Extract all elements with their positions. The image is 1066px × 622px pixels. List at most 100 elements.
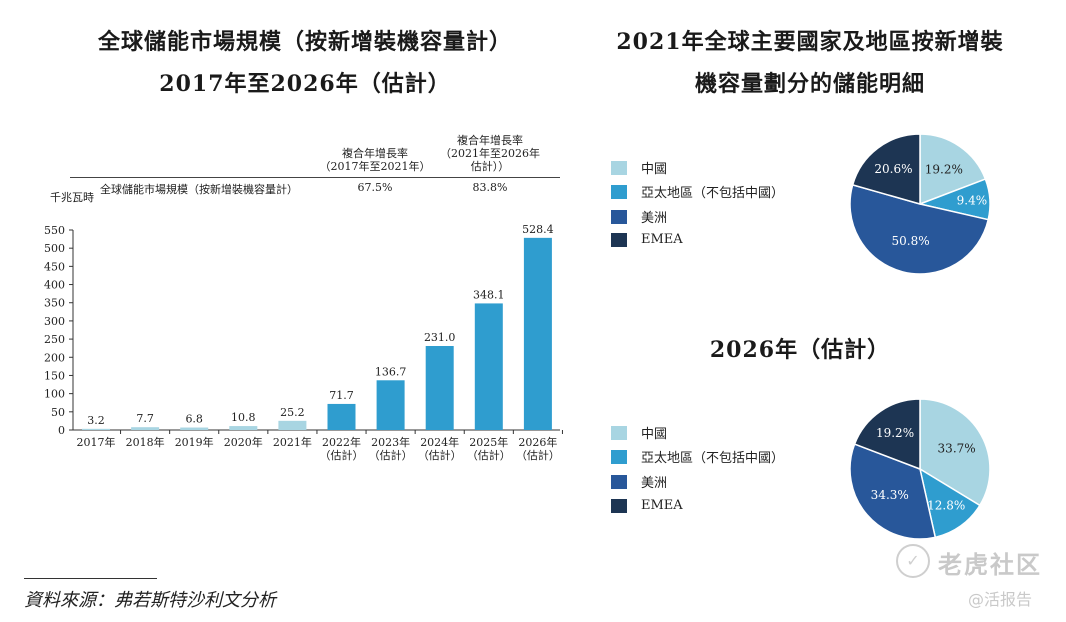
x-tick-label: 2018年: [126, 435, 165, 449]
pie-slice-label: 34.3%: [871, 488, 909, 502]
x-tick-label: （估計）: [320, 448, 364, 462]
y-tick-label: 550: [44, 224, 65, 237]
x-tick-label: 2023年: [371, 435, 410, 449]
legend1-item-emea: EMEA: [611, 232, 683, 247]
bar: [376, 380, 405, 430]
bar: [474, 303, 503, 430]
legend1-swatch-emea: [611, 232, 627, 247]
x-tick-label: 2026年: [518, 435, 557, 449]
x-tick-label: 2019年: [175, 435, 214, 449]
legend1-swatch-apac: [611, 184, 627, 199]
bar-value-label: 71.7: [329, 389, 354, 402]
bar-value-label: 25.2: [280, 406, 305, 419]
y-tick-label: 50: [51, 406, 65, 419]
cagr-header-2: 複合年增長率 （2021年至2026年 估計））: [420, 134, 560, 173]
bar-value-label: 7.7: [136, 412, 154, 425]
pie-slice-label: 19.2%: [925, 162, 963, 176]
cagr-header-2-line2: （2021年至2026年: [440, 147, 540, 160]
right-chart-title-line1: 2021年全球主要國家及地區按新增裝: [616, 29, 1004, 55]
x-tick-label: 2025年: [469, 435, 508, 449]
bar-value-label: 528.4: [522, 223, 554, 236]
x-tick-label: （估計）: [369, 448, 413, 462]
left-chart-title-line2: 2017年至2026年（估計）: [159, 71, 451, 97]
legend2-swatch-emea: [611, 498, 627, 513]
y-unit-label: 千兆瓦時: [50, 191, 94, 204]
x-tick-label: 2017年: [77, 435, 116, 449]
y-tick-label: 250: [44, 333, 65, 346]
bar: [180, 427, 209, 430]
pie-slice-label: 9.4%: [957, 193, 988, 207]
x-tick-label: 2022年: [322, 435, 361, 449]
bar-value-label: 136.7: [375, 365, 407, 378]
x-tick-label: 2021年: [273, 435, 312, 449]
cagr-header-2-line3: 估計））: [470, 160, 510, 173]
legend2-item-americas: 美洲: [611, 472, 667, 491]
cagr-header-2-line1: 複合年增長率: [457, 134, 523, 147]
source-divider: [24, 578, 157, 579]
y-tick-label: 100: [44, 388, 65, 401]
bar: [131, 427, 160, 430]
legend1-item-apac: 亞太地區（不包括中國）: [611, 182, 784, 201]
bar-value-label: 231.0: [424, 331, 456, 344]
pie-chart-2026: 33.7% 12.8% 34.3% 19.2%: [849, 398, 991, 540]
bar: [523, 237, 552, 430]
y-tick-label: 400: [44, 279, 65, 292]
legend2-label-emea: EMEA: [641, 498, 683, 513]
left-chart-title-line1: 全球儲能市場規模（按新增裝機容量計）: [97, 29, 512, 55]
cagr-value-2: 83.8%: [472, 181, 508, 194]
watermark-sub: @活报告: [968, 590, 1033, 609]
cagr-value-1: 67.5%: [357, 181, 393, 194]
legend2-label-americas: 美洲: [641, 476, 668, 491]
pie-slice: [853, 398, 921, 471]
pie-slice: [851, 133, 921, 205]
bar: [327, 403, 356, 430]
legend1-swatch-china: [611, 160, 627, 175]
pie-slice-label: 33.7%: [938, 441, 976, 455]
y-tick-label: 200: [44, 351, 65, 364]
legend2-label-apac: 亞太地區（不包括中國）: [641, 451, 785, 466]
legend2-swatch-apac: [611, 449, 627, 464]
y-tick-label: 0: [58, 424, 65, 437]
y-tick-label: 500: [44, 242, 65, 255]
source-note: 資料來源：弗若斯特沙利文分析: [24, 590, 276, 611]
legend1-item-china: 中國: [611, 158, 667, 177]
pie-slice: [918, 467, 981, 539]
pie-slice: [919, 133, 987, 206]
watermark-brand: 老虎社区: [938, 551, 1042, 579]
pie2-title: 2026年（估計）: [709, 337, 891, 363]
pie-slice: [849, 183, 990, 275]
legend2-label-china: 中國: [641, 427, 668, 442]
pie-slice-label: 20.6%: [874, 162, 912, 176]
cagr-divider: [70, 177, 560, 178]
bar-value-label: 6.8: [185, 413, 203, 426]
x-tick-label: （估計）: [516, 448, 560, 462]
watermark-logo-icon: ✓: [896, 544, 930, 578]
pie-chart-2021: 19.2% 9.4% 50.8% 20.6%: [849, 133, 991, 275]
y-tick-label: 350: [44, 297, 65, 310]
legend1-label-americas: 美洲: [641, 211, 668, 226]
cagr-header-1: 複合年增長率 （2017年至2021年）: [300, 147, 450, 173]
cagr-header-1-line2: （2017年至2021年）: [319, 160, 431, 173]
y-tick-label: 300: [44, 315, 65, 328]
pie-slice: [849, 443, 937, 540]
x-tick-label: （估計）: [467, 448, 511, 462]
x-tick-label: 2024年: [420, 435, 459, 449]
legend2-item-apac: 亞太地區（不包括中國）: [611, 447, 784, 466]
x-tick-label: （估計）: [418, 448, 462, 462]
legend2-swatch-china: [611, 425, 627, 440]
legend2-swatch-americas: [611, 474, 627, 489]
y-tick-label: 450: [44, 260, 65, 273]
bar-value-label: 3.2: [87, 414, 105, 427]
pie-slice-label: 50.8%: [891, 234, 929, 248]
legend2-item-emea: EMEA: [611, 498, 683, 513]
legend1-item-americas: 美洲: [611, 207, 667, 226]
pie-slice-label: 19.2%: [876, 426, 914, 440]
bar: [229, 426, 258, 430]
bar-value-label: 348.1: [473, 288, 505, 301]
pie-slice-label: 12.8%: [927, 499, 965, 513]
right-chart-title-line2: 機容量劃分的儲能明細: [694, 71, 925, 97]
bar: [425, 346, 454, 430]
legend1-label-apac: 亞太地區（不包括中國）: [641, 186, 785, 201]
bar: [278, 420, 307, 430]
x-tick-label: 2020年: [224, 435, 263, 449]
